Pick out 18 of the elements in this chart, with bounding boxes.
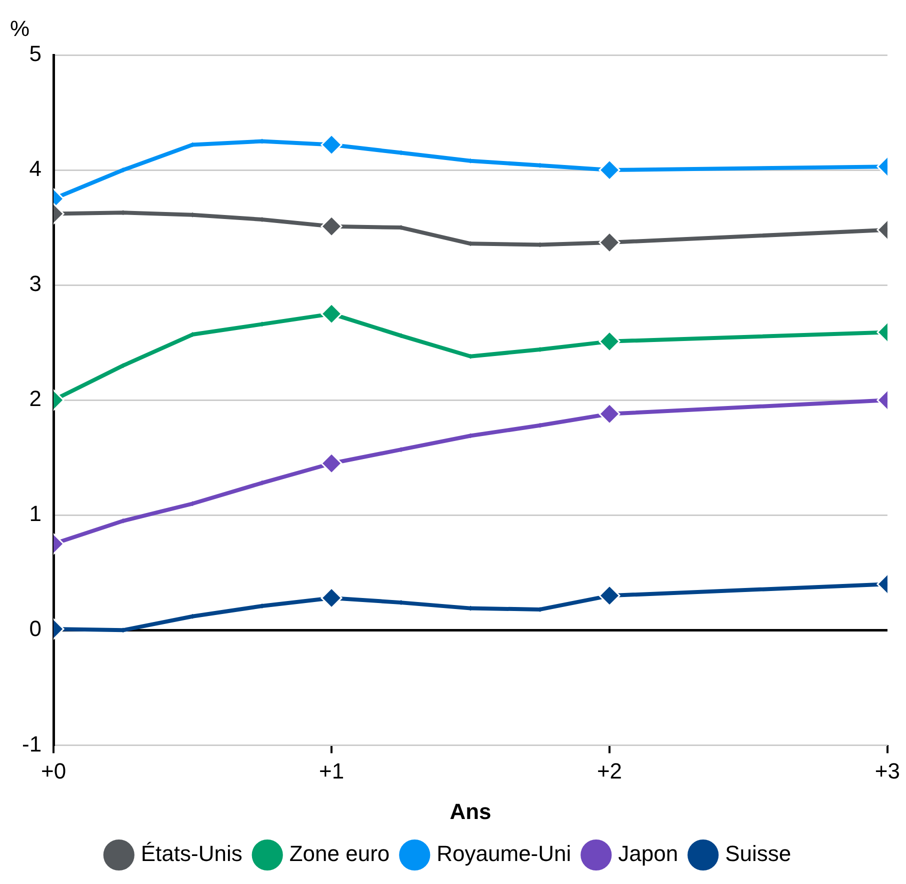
x-tick-label: +0 — [41, 758, 66, 784]
y-tick-label: 1 — [29, 501, 42, 526]
y-tick-label: -1 — [22, 731, 42, 756]
y-tick-label: 5 — [29, 41, 42, 66]
y-tick-label: 3 — [29, 271, 42, 296]
legend-label: Suisse — [725, 841, 792, 866]
y-tick-label: 0 — [29, 616, 42, 642]
y-axis-title: % — [10, 16, 30, 42]
legend-label: Japon — [618, 841, 678, 866]
x-tick-label: +1 — [318, 758, 344, 784]
y-tick-label: 2 — [29, 386, 42, 412]
x-axis-title: Ans — [450, 798, 492, 824]
legend-label: Royaume-Uni — [436, 841, 572, 866]
legend-label: Zone euro — [289, 841, 390, 866]
x-tick-label: +2 — [596, 758, 622, 784]
x-tick-label: +3 — [874, 758, 900, 784]
legend-label: États-Unis — [140, 841, 242, 866]
y-tick-label: 4 — [29, 156, 42, 182]
